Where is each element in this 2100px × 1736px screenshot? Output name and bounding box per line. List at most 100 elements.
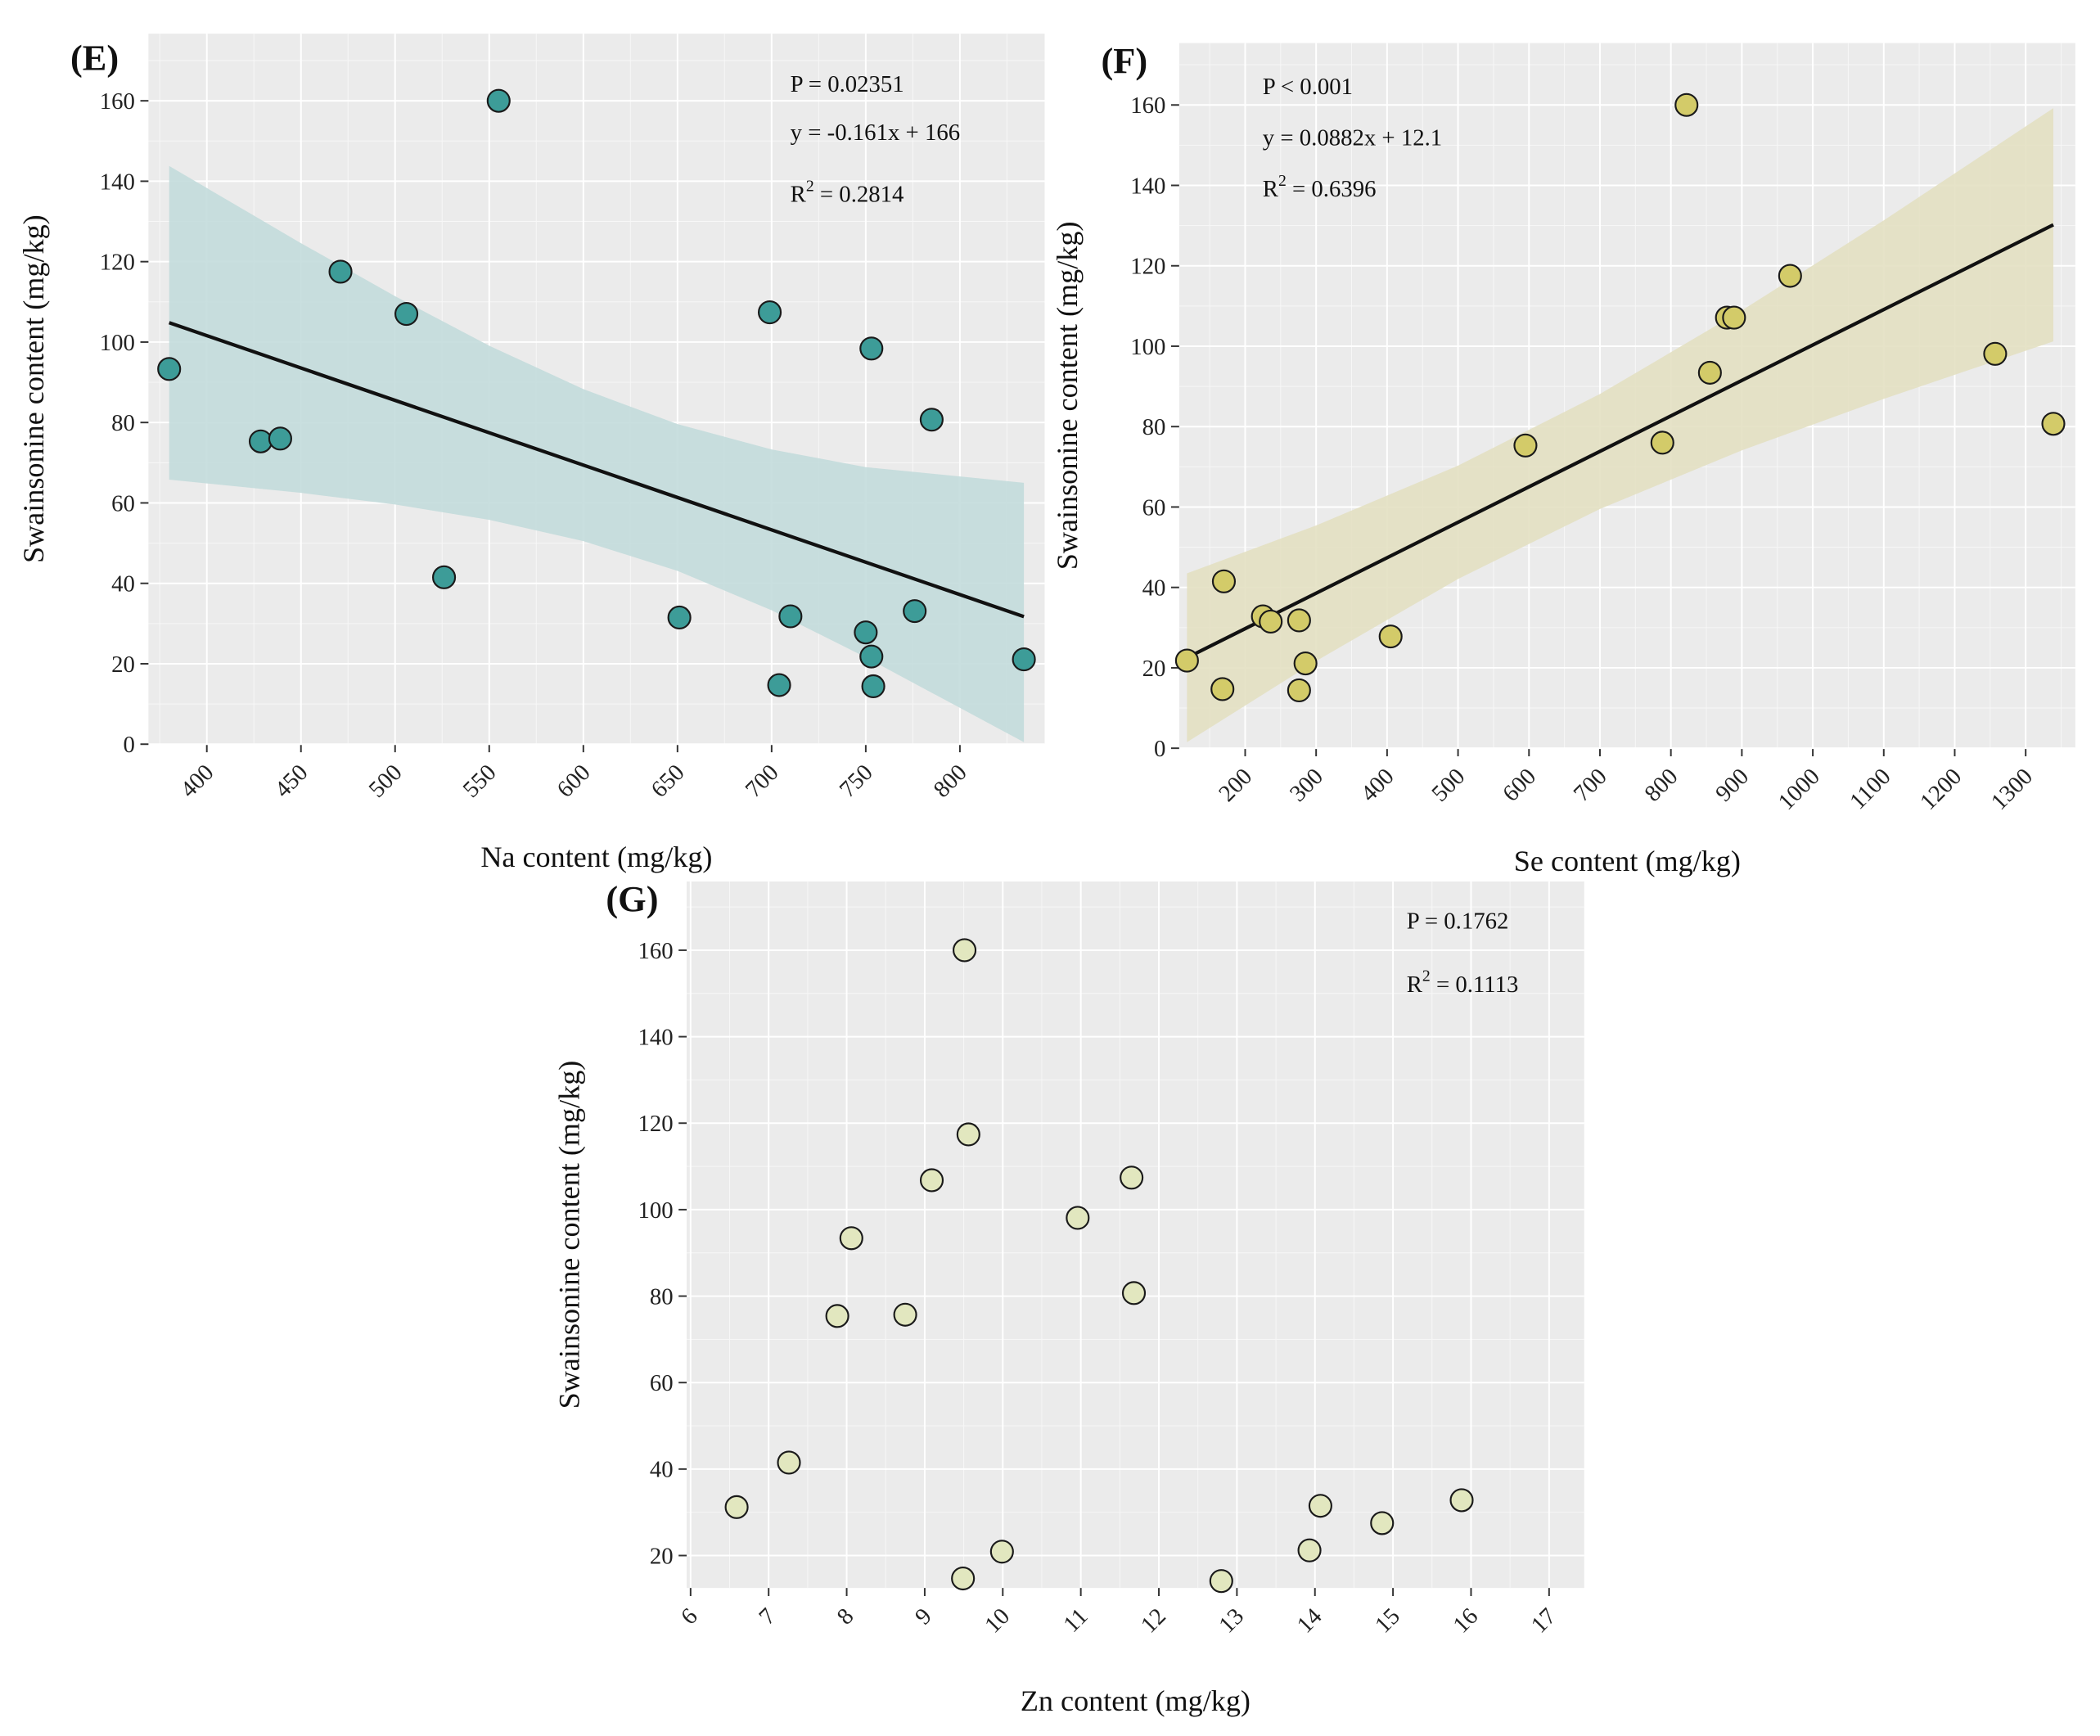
data-point	[1287, 678, 1311, 702]
regression-line	[169, 321, 1025, 619]
data-point	[758, 300, 782, 325]
p-value-annotation: P < 0.001	[1263, 74, 1353, 100]
y-tick-label: 20	[111, 652, 135, 678]
data-point	[248, 429, 273, 453]
x-axis-title: Na content (mg/kg)	[480, 841, 712, 873]
x-tick-label: 300	[1285, 764, 1328, 807]
x-tick-label: 800	[1639, 764, 1683, 807]
y-tick-label: 80	[111, 410, 135, 436]
y-tick-label: 60	[111, 490, 135, 516]
plot-background	[687, 881, 1584, 1589]
y-tick-label: 100	[1130, 334, 1165, 360]
y-tick-label: 20	[650, 1543, 674, 1569]
x-tick-label: 600	[552, 760, 595, 803]
data-point	[919, 408, 944, 432]
r-squared-annotation: R2 = 0.6396	[1263, 172, 1377, 202]
y-tick-label: 60	[1142, 494, 1166, 521]
y-tick-label: 140	[638, 1024, 673, 1050]
panel-label: (G)	[606, 878, 658, 919]
data-point	[989, 1540, 1014, 1564]
r-squared-superscript: 2	[806, 177, 814, 195]
data-point	[1778, 264, 1802, 288]
data-point	[1513, 433, 1538, 458]
panel-f: 200 300 400 500 600 700 800 900 1000 1100 1200 1300…	[1051, 40, 2075, 877]
x-tick-label: 12	[1136, 1603, 1171, 1639]
data-point	[1983, 341, 2008, 366]
r-squared-label: R	[1263, 176, 1279, 202]
data-point	[1174, 648, 1199, 673]
data-point	[854, 620, 878, 645]
x-tick-label: 1000	[1773, 764, 1825, 815]
r-squared-superscript: 2	[1422, 967, 1431, 985]
x-tick-label: 15	[1370, 1603, 1405, 1639]
x-tick-label: 650	[647, 760, 690, 803]
data-point	[1012, 647, 1036, 672]
y-tick-label: 160	[1130, 92, 1165, 119]
data-point	[859, 336, 884, 361]
panel-g: 6 7 8 9 10 11 12 13 14 15 16 17 20 40 60 80 100 120 140 160…	[553, 878, 1584, 1717]
x-tick-label: 11	[1058, 1603, 1093, 1638]
data-point	[839, 1226, 863, 1251]
y-tick-label: 140	[100, 169, 135, 195]
r-squared-annotation: R2 = 0.2814	[791, 177, 904, 207]
data-point	[956, 1122, 980, 1147]
confidence-band	[169, 165, 1025, 742]
y-tick-label: 140	[1130, 173, 1165, 199]
x-tick-label: 7	[754, 1603, 781, 1630]
data-point	[1259, 609, 1283, 634]
data-point	[1293, 651, 1318, 676]
x-axis-title: Se content (mg/kg)	[1514, 845, 1741, 877]
data-point	[1449, 1488, 1474, 1513]
x-tick-label: 1200	[1915, 764, 1967, 815]
y-tick-label: 100	[638, 1197, 673, 1224]
y-axis-title: Swainsonine content (mg/kg)	[553, 1061, 586, 1409]
data-point	[1287, 608, 1311, 633]
y-tick-label: 60	[650, 1370, 674, 1396]
x-tick-label: 1100	[1845, 764, 1896, 815]
data-point	[157, 357, 182, 381]
data-point	[1210, 677, 1235, 701]
data-point	[903, 599, 927, 624]
y-tick-label: 160	[638, 938, 673, 964]
data-point	[951, 1566, 976, 1591]
x-tick-label: 17	[1526, 1603, 1561, 1639]
x-tick-label: 500	[363, 760, 407, 803]
r-squared-value: = 0.6396	[1287, 176, 1377, 202]
r-squared-annotation: R2 = 0.1113	[1407, 967, 1519, 998]
r-squared-value: = 0.2814	[814, 182, 904, 208]
p-value-annotation: P = 0.02351	[791, 71, 904, 97]
r-squared-label: R	[791, 182, 807, 208]
data-point	[1209, 1569, 1233, 1594]
y-axis-title: Swainsonine content (mg/kg)	[17, 214, 50, 563]
data-point	[486, 88, 511, 113]
regression-line	[1186, 223, 2054, 660]
y-tick-label: 120	[638, 1111, 673, 1137]
x-tick-label: 750	[835, 760, 878, 803]
x-tick-label: 8	[832, 1603, 859, 1630]
y-tick-label: 40	[650, 1457, 674, 1483]
y-tick-label: 20	[1142, 656, 1166, 682]
x-tick-label: 500	[1426, 764, 1470, 807]
x-tick-label: 400	[175, 760, 219, 803]
data-point	[825, 1304, 849, 1328]
data-point	[1120, 1166, 1144, 1190]
r-squared-superscript: 2	[1278, 172, 1287, 190]
data-point	[1066, 1206, 1090, 1230]
y-axis-title: Swainsonine content (mg/kg)	[1051, 221, 1084, 570]
y-tick-label: 120	[1130, 254, 1165, 280]
data-point	[861, 674, 886, 699]
x-tick-label: 13	[1214, 1603, 1249, 1639]
x-tick-label: 16	[1448, 1603, 1483, 1639]
data-point	[268, 426, 292, 451]
y-tick-label: 160	[100, 88, 135, 115]
x-tick-label: 10	[980, 1603, 1015, 1639]
data-point	[777, 1450, 801, 1475]
equation-annotation: y = -0.161x + 166	[791, 119, 960, 146]
confidence-band	[1187, 108, 2053, 742]
data-point	[778, 604, 803, 629]
y-tick-label: 80	[650, 1283, 674, 1310]
y-tick-label: 80	[1142, 414, 1166, 440]
data-point	[2041, 412, 2066, 436]
equation-annotation: y = 0.0882x + 12.1	[1263, 125, 1442, 151]
